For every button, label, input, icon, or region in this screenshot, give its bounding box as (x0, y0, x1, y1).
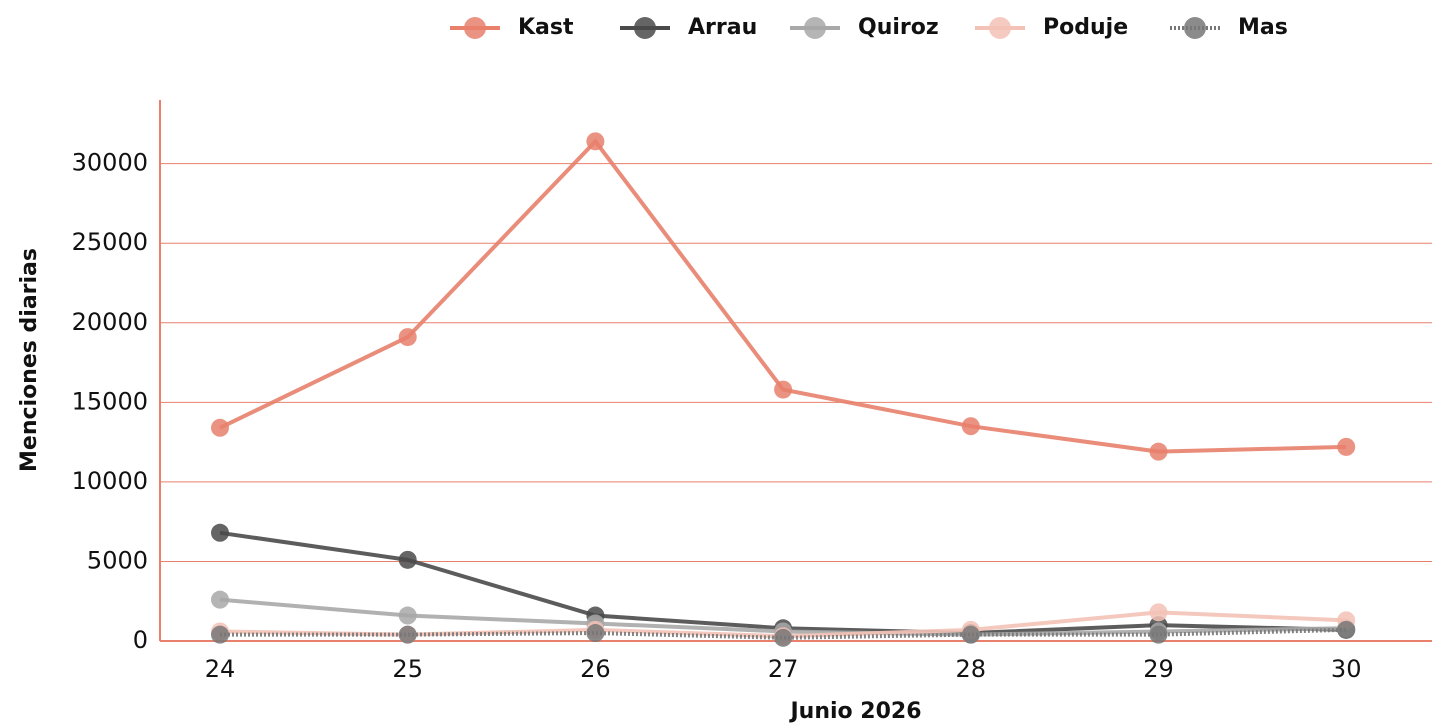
legend-marker (1184, 17, 1206, 39)
y-tick-label: 0 (133, 626, 148, 654)
data-point (774, 380, 793, 399)
legend-marker (989, 17, 1011, 39)
data-point (398, 625, 417, 644)
x-tick-label: 26 (580, 655, 611, 683)
y-tick-label: 20000 (72, 308, 148, 336)
legend-marker (804, 17, 826, 39)
x-tick-label: 28 (956, 655, 987, 683)
data-point (1337, 620, 1356, 639)
legend-label: Poduje (1043, 15, 1128, 40)
data-point (1149, 625, 1168, 644)
legend-label: Arrau (688, 15, 757, 40)
legend-marker (634, 17, 656, 39)
data-point (211, 590, 229, 609)
y-tick-label: 30000 (72, 149, 148, 177)
data-point (398, 328, 417, 347)
data-point (1337, 437, 1356, 456)
y-tick-label: 10000 (72, 467, 148, 495)
data-point (961, 417, 980, 436)
x-tick-label: 29 (1143, 655, 1174, 683)
series-line (219, 138, 1347, 454)
data-point (211, 625, 229, 644)
data-point (774, 628, 793, 647)
y-axis-title: Menciones diarias (17, 248, 42, 472)
y-tick-label: 25000 (72, 228, 148, 256)
y-tick-label: 5000 (87, 546, 148, 574)
data-point (586, 624, 605, 643)
data-point (961, 625, 980, 644)
data-point (1149, 603, 1168, 622)
x-axis-title: Junio 2026 (788, 699, 921, 724)
data-point (211, 523, 229, 542)
x-tick-label: 25 (392, 655, 423, 683)
x-tick-label: 27 (768, 655, 799, 683)
x-tick-label: 24 (205, 655, 236, 683)
data-point (398, 550, 417, 569)
legend-label: Kast (518, 15, 574, 40)
legend-label: Mas (1238, 15, 1288, 40)
data-point (586, 132, 605, 151)
y-tick-label: 15000 (72, 387, 148, 415)
data-point (1149, 442, 1168, 461)
data-point (398, 606, 417, 625)
series-line (219, 530, 1347, 636)
data-point (211, 418, 229, 437)
legend-marker (464, 17, 486, 39)
x-tick-label: 30 (1331, 655, 1362, 683)
legend-label: Quiroz (858, 15, 939, 40)
